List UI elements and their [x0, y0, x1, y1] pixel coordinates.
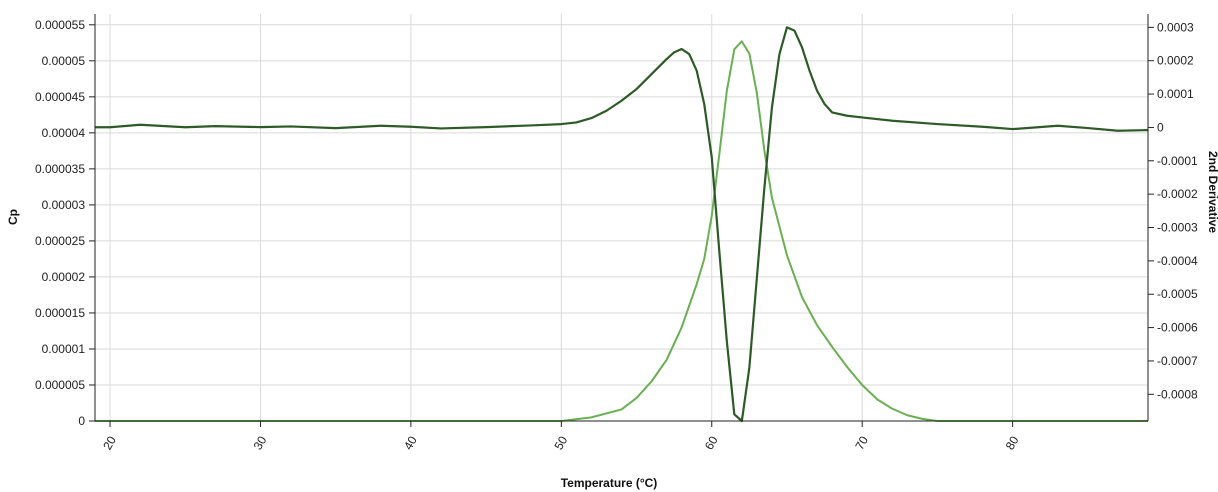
- right-y-axis-title: 2nd Derivative: [1206, 151, 1218, 233]
- y-right-tick-label: 0.0001: [1157, 87, 1194, 101]
- y-left-tick-label: 0.000045: [35, 90, 85, 104]
- y-right-tick-label: -0.0007: [1157, 354, 1198, 368]
- second-derivative-line: [95, 26, 1149, 423]
- y-right-tick-label: -0.0003: [1157, 221, 1198, 235]
- y-left-tick-label: 0.00005: [42, 54, 86, 68]
- x-tick-label: 70: [852, 433, 871, 452]
- y-right-tick-label: 0.0003: [1157, 20, 1194, 34]
- y-right-tick-label: -0.0008: [1157, 387, 1198, 401]
- left-y-ticks: 0 0.000005 0.00001 0.000015 0.00002 0.000025 0…: [35, 18, 95, 428]
- y-left-tick-label: 0.000025: [35, 234, 85, 248]
- right-y-ticks: 0.0003 0.0002 0.0001 0 -0.0001 -0.0002 -0.0003…: [1148, 20, 1198, 401]
- x-tick-label: 40: [401, 433, 420, 452]
- y-left-tick-label: 0.000015: [35, 306, 85, 320]
- y-right-tick-label: -0.0001: [1157, 154, 1198, 168]
- y-gridlines: [95, 24, 1148, 422]
- x-tick-label: 30: [251, 433, 270, 452]
- x-axis-title: Temperature (°C): [561, 476, 658, 490]
- axes: [94, 14, 1149, 422]
- cp-line: [95, 40, 1148, 422]
- y-left-tick-label: 0.00004: [42, 126, 86, 140]
- y-left-tick-label: 0.00003: [42, 198, 86, 212]
- x-tick-label: 80: [1003, 433, 1022, 452]
- y-left-tick-label: 0.00001: [42, 342, 86, 356]
- x-gridlines: [109, 14, 1014, 421]
- y-left-tick-label: 0: [78, 414, 85, 428]
- y-left-tick-label: 0.000055: [35, 18, 85, 32]
- y-right-tick-label: -0.0004: [1157, 254, 1198, 268]
- y-left-tick-label: 0.00002: [42, 270, 86, 284]
- y-right-tick-label: 0.0002: [1157, 54, 1194, 68]
- left-y-axis-title: Cp: [6, 209, 20, 225]
- y-left-tick-label: 0.000005: [35, 378, 85, 392]
- y-right-tick-label: -0.0002: [1157, 187, 1198, 201]
- x-tick-label: 60: [702, 433, 721, 452]
- y-right-tick-label: 0: [1157, 120, 1164, 134]
- x-tick-label: 50: [551, 433, 570, 452]
- y-left-tick-label: 0.000035: [35, 162, 85, 176]
- y-right-tick-label: -0.0005: [1157, 287, 1198, 301]
- series-layer: [95, 26, 1149, 423]
- x-ticks: 20 30 40 50 60 70 80: [100, 421, 1022, 452]
- y-right-tick-label: -0.0006: [1157, 321, 1198, 335]
- x-tick-label: 20: [100, 433, 119, 452]
